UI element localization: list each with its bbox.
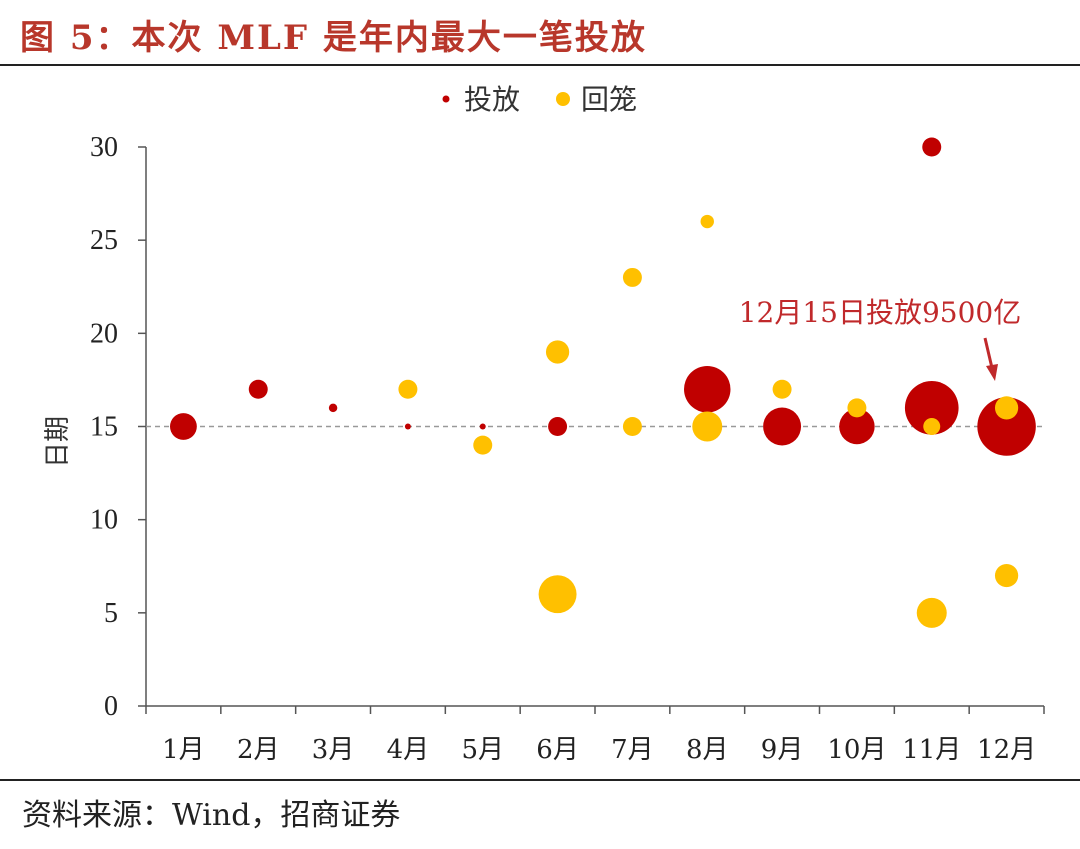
annotation-label: 12月15日投放9500亿 bbox=[739, 296, 1022, 329]
x-tick-label: 1月 bbox=[162, 735, 205, 765]
annotation-arrow bbox=[983, 337, 998, 381]
x-tick-label: 12月 bbox=[977, 735, 1036, 765]
bottom-rule bbox=[0, 779, 1080, 781]
legend-investment-label: 投放 bbox=[464, 83, 520, 116]
x-tick-label: 3月 bbox=[312, 735, 355, 765]
x-tick-label: 11月 bbox=[902, 735, 961, 765]
bubble-investment bbox=[248, 379, 268, 399]
bubble-investment bbox=[684, 365, 731, 413]
bubble-withdrawal bbox=[994, 396, 1019, 420]
bubble-investment bbox=[922, 137, 942, 157]
x-tick-label: 2月 bbox=[237, 735, 280, 765]
chart-legend: 投放 回笼 bbox=[442, 83, 637, 116]
figure-title: 图 5：本次 MLF 是年内最大一笔投放 bbox=[20, 18, 647, 58]
y-tick-label: 30 bbox=[90, 132, 118, 163]
x-tick-label: 7月 bbox=[611, 735, 654, 765]
y-tick-label: 10 bbox=[90, 505, 118, 536]
bubble-withdrawal bbox=[700, 214, 714, 229]
bubble-investment bbox=[763, 407, 802, 446]
chart-marks bbox=[170, 137, 1036, 628]
y-tick-label: 15 bbox=[90, 412, 118, 443]
y-tick-label: 25 bbox=[90, 225, 118, 256]
source-note: 资料来源：Wind，招商证券 bbox=[22, 798, 401, 833]
bubble-withdrawal bbox=[847, 398, 867, 418]
bubble-investment bbox=[548, 417, 568, 436]
bubble-investment bbox=[904, 381, 959, 435]
x-tick-label: 4月 bbox=[387, 735, 430, 765]
bubble-withdrawal bbox=[772, 379, 792, 399]
y-tick-label: 5 bbox=[104, 598, 118, 629]
x-tick-label: 5月 bbox=[461, 735, 504, 765]
bubble-withdrawal bbox=[622, 267, 642, 287]
bubble-withdrawal bbox=[923, 418, 941, 435]
x-tick-label: 9月 bbox=[761, 735, 804, 765]
bubble-withdrawal bbox=[473, 435, 493, 455]
top-rule bbox=[0, 64, 1080, 66]
bubble-investment bbox=[404, 423, 411, 430]
bubble-withdrawal bbox=[622, 417, 642, 436]
x-tick-label: 10月 bbox=[827, 735, 886, 765]
y-tick-label: 20 bbox=[90, 318, 118, 349]
y-axis-label: 日期 bbox=[43, 416, 73, 468]
bubble-investment bbox=[839, 408, 875, 445]
bubble-withdrawal bbox=[538, 575, 577, 614]
x-tick-label: 6月 bbox=[536, 735, 579, 765]
bubble-withdrawal bbox=[916, 597, 947, 628]
chart-axes: 0 5 10 15 20 25 30 1月 2月 3月 4月 5月 6月 7月 8月 9月 10月 11月 12月 bbox=[90, 132, 1045, 765]
bubble-withdrawal bbox=[545, 340, 570, 364]
bubble-withdrawal bbox=[994, 563, 1019, 588]
bubble-withdrawal bbox=[398, 379, 418, 399]
bubble-withdrawal bbox=[692, 411, 723, 442]
legend-investment-marker bbox=[442, 95, 450, 103]
legend-withdrawal-marker bbox=[556, 92, 570, 106]
bubble-investment bbox=[328, 403, 338, 413]
bubble-investment bbox=[479, 423, 486, 430]
bubble-investment bbox=[170, 413, 197, 440]
x-tick-label: 8月 bbox=[686, 735, 729, 765]
bubble-investment bbox=[977, 397, 1036, 456]
y-tick-label: 0 bbox=[104, 691, 118, 722]
legend-withdrawal-label: 回笼 bbox=[581, 83, 637, 116]
